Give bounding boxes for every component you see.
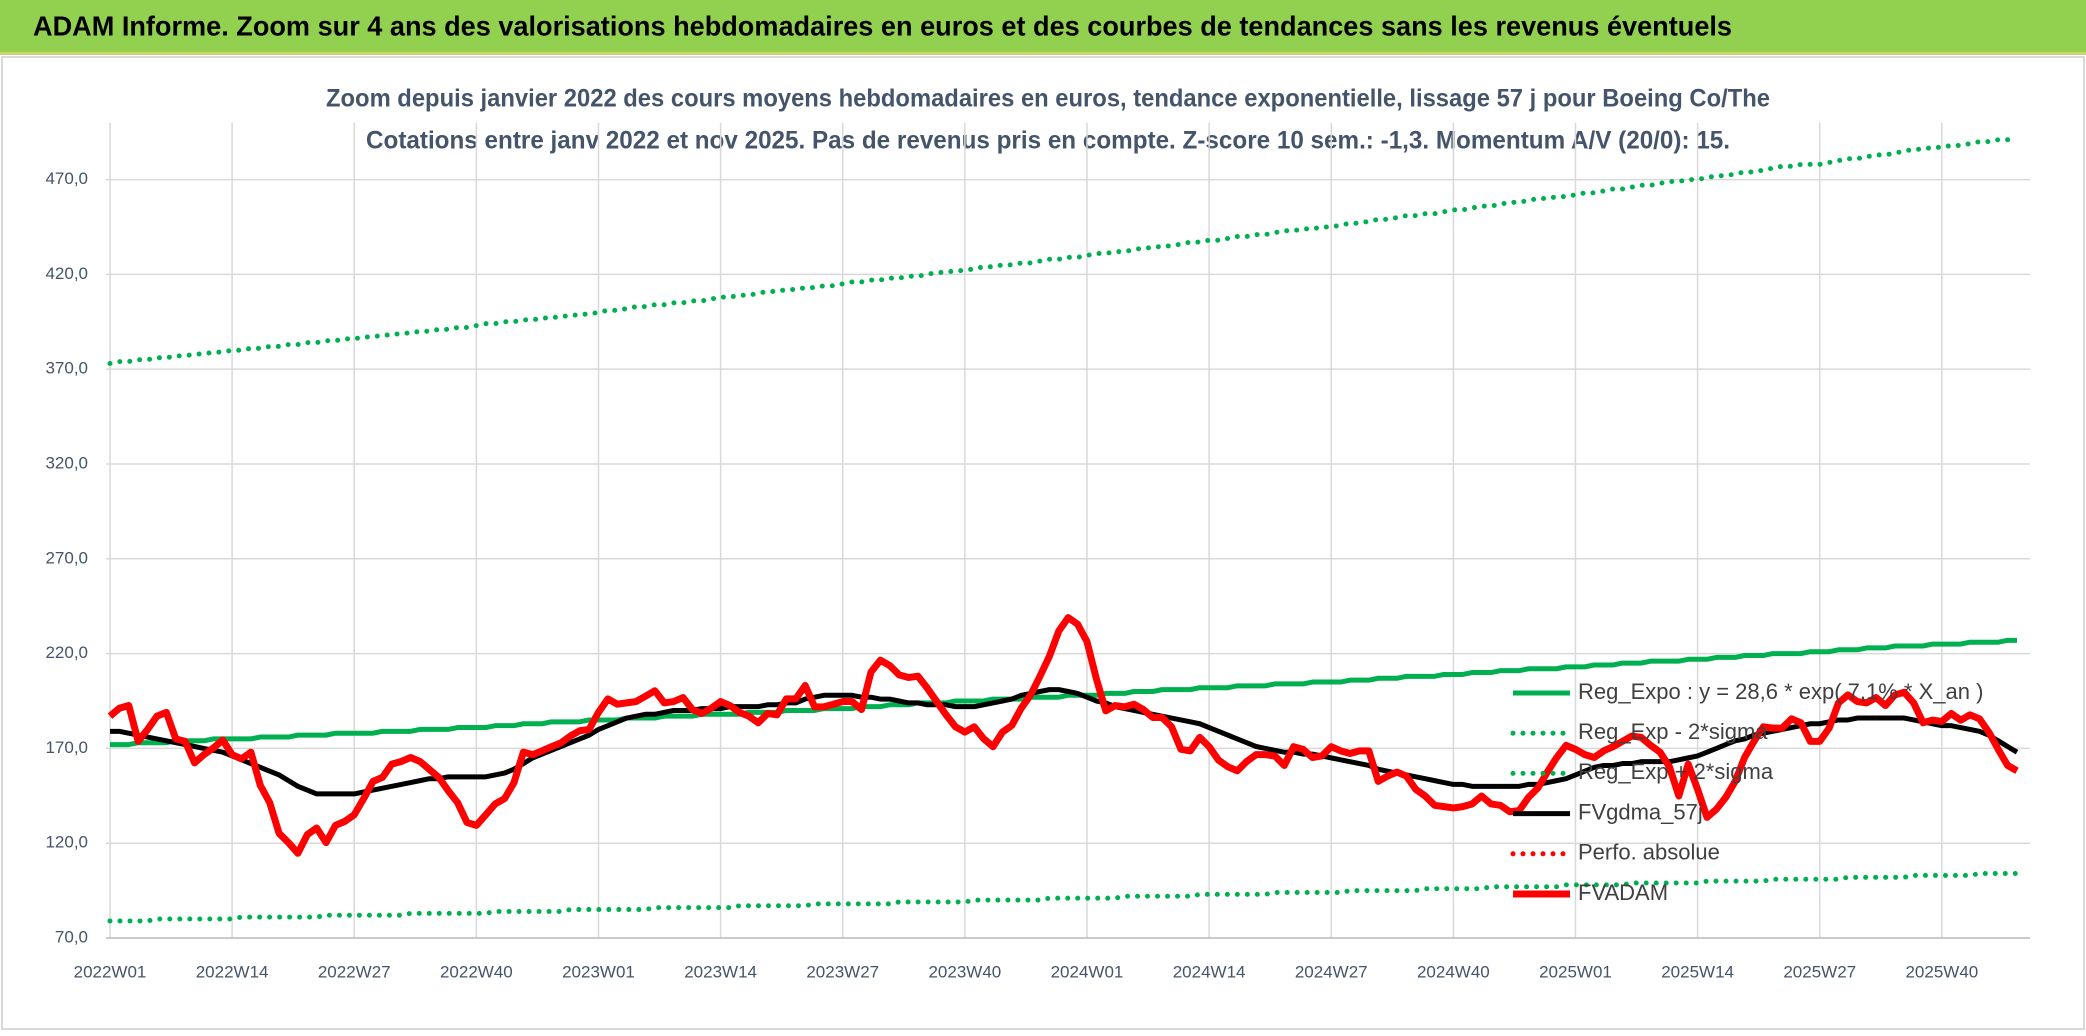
y-tick-label: 370,0 (45, 359, 88, 378)
x-tick-label: 2022W40 (440, 962, 513, 981)
x-tick-label: 2025W14 (1661, 962, 1734, 981)
series-line (107, 871, 2020, 924)
chart-title: Zoom depuis janvier 2022 des cours moyen… (326, 85, 1770, 113)
x-tick-label: 2023W01 (562, 962, 635, 981)
y-tick-label: 170,0 (45, 738, 88, 757)
x-tick-label: 2024W01 (1051, 962, 1124, 981)
x-tick-label: 2022W27 (318, 962, 391, 981)
x-tick-label: 2022W14 (196, 962, 269, 981)
y-tick-label: 320,0 (45, 453, 88, 472)
series-line (110, 687, 2019, 797)
y-tick-label: 220,0 (45, 643, 88, 662)
y-tick-label: 70,0 (55, 927, 88, 946)
header-rule (0, 52, 2086, 55)
series-line (107, 614, 2019, 857)
legend-label: Reg_Expo : y = 28,6 * exp( 7,1% * X_an ) (1578, 679, 1983, 704)
series-line (110, 637, 2017, 748)
plot-area: 70,0 120,0 170,0 220,0 270,0 320,0 370,0 420,0 4… (45, 122, 2030, 981)
legend-label: Reg_Exp - 2*sigma (1578, 719, 1768, 744)
x-tick-label: 2025W40 (1905, 962, 1978, 981)
chart-subtitle: Cotations entre janv 2022 et nov 2025. P… (366, 127, 1730, 155)
x-tick-label: 2022W01 (74, 962, 147, 981)
series-line (107, 135, 2020, 366)
y-tick-label: 420,0 (45, 264, 88, 283)
x-tick-label: 2025W01 (1539, 962, 1612, 981)
legend-label: Perfo. absolue (1578, 840, 1720, 865)
page-title: ADAM Informe. Zoom sur 4 ans des valoris… (33, 10, 1732, 41)
x-tick-label: 2024W27 (1295, 962, 1368, 981)
x-tick-label: 2024W40 (1417, 962, 1490, 981)
chart-frame (1, 56, 2085, 1030)
legend-label: FVgdma_57j (1578, 799, 1703, 824)
y-tick-label: 470,0 (45, 169, 88, 188)
x-tick-label: 2023W40 (928, 962, 1001, 981)
x-tick-label: 2023W14 (684, 962, 757, 981)
y-tick-label: 120,0 (45, 833, 88, 852)
y-tick-label: 270,0 (45, 548, 88, 567)
x-tick-label: 2025W27 (1783, 962, 1856, 981)
legend-label: FVADAM (1578, 880, 1668, 905)
header-bar (0, 0, 2086, 52)
legend-label: Reg_Exp + 2*sigma (1578, 759, 1774, 784)
x-tick-label: 2023W27 (806, 962, 879, 981)
x-tick-label: 2024W14 (1173, 962, 1246, 981)
